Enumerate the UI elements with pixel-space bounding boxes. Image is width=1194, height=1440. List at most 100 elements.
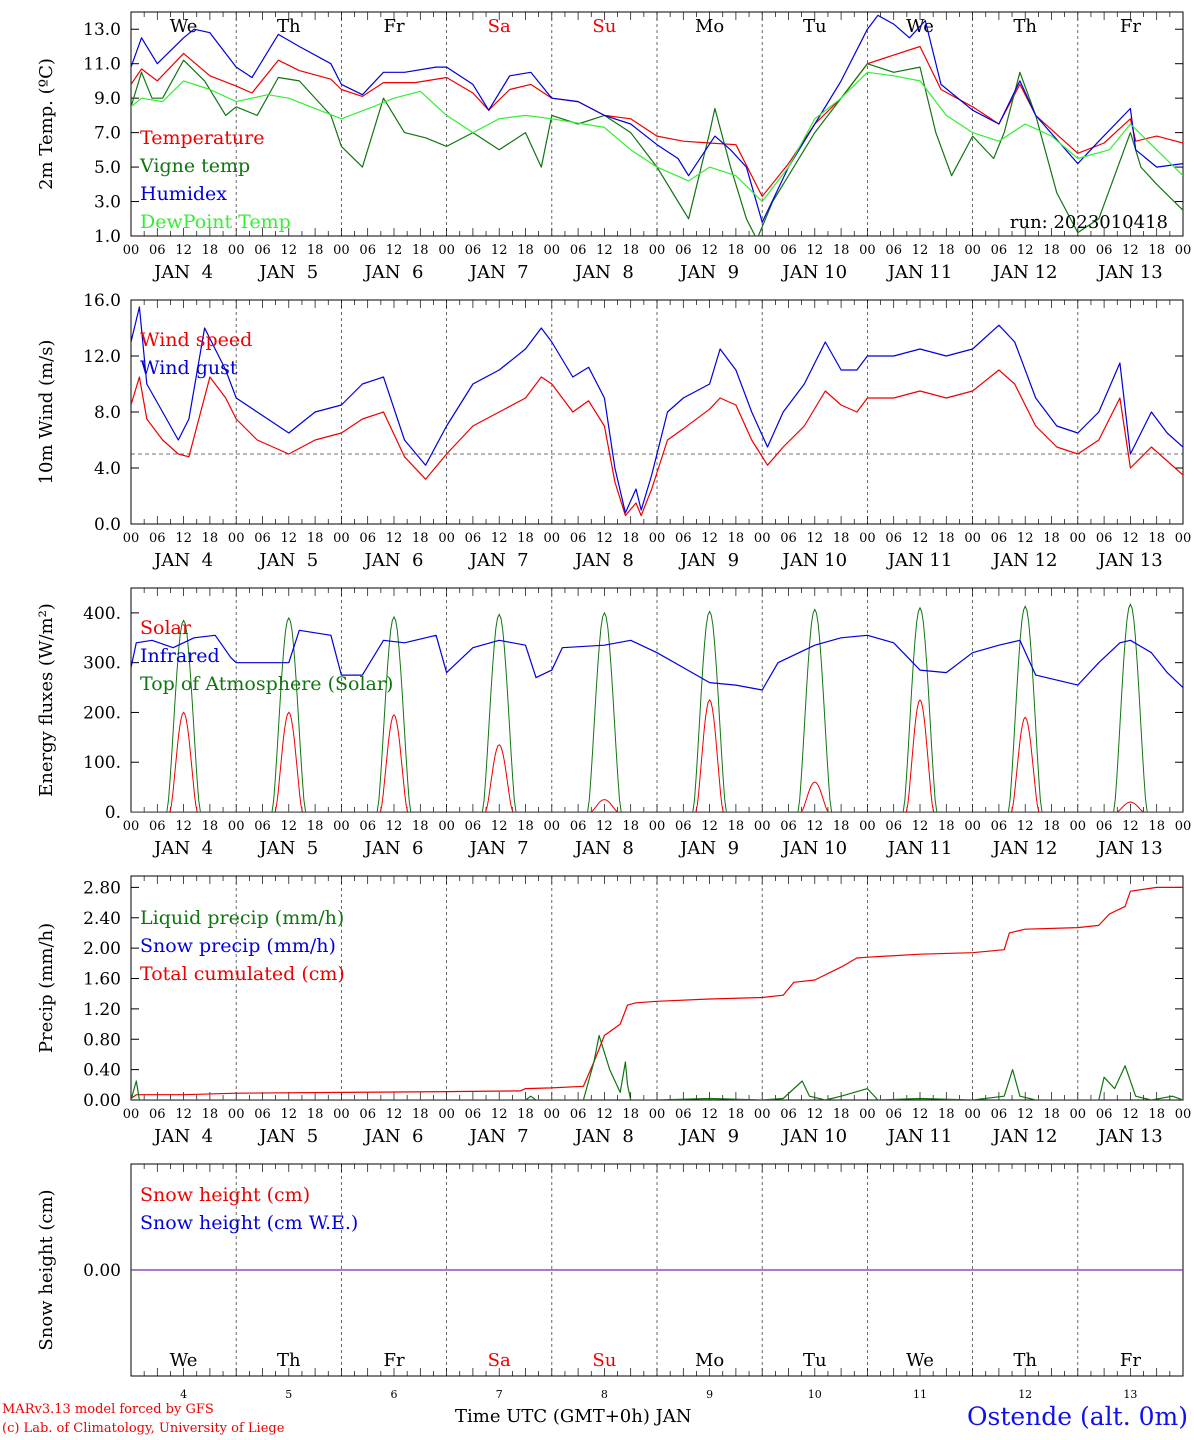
panel-frame	[130, 587, 1184, 813]
hour-label: 00	[123, 1107, 140, 1122]
legend-entry: Snow height (cm W.E.)	[140, 1212, 358, 1234]
hour-label: 12	[596, 531, 613, 546]
legend-entry: Snow precip (mm/h)	[140, 935, 336, 957]
legend-entry: Solar	[140, 617, 192, 639]
hour-label: 18	[307, 819, 324, 834]
legend-entry: Top of Atmosphere (Solar)	[140, 673, 393, 695]
hour-label: 06	[885, 1107, 902, 1122]
day-date-label: JAN 8	[573, 1126, 634, 1147]
hour-label: 00	[964, 531, 981, 546]
series-line-liquid-precip-mm-h-	[131, 1034, 1183, 1100]
hour-label: 18	[728, 1107, 745, 1122]
panel-5: 0.00 Snow height (cm) We Th Fr Sa Su Mo Tu We Th Fr…	[36, 1163, 1184, 1401]
legend-entry: Humidex	[140, 183, 227, 205]
day-date-label: JAN 4	[152, 1126, 213, 1147]
hour-label: 06	[359, 531, 376, 546]
y-tick-label: 300.	[83, 654, 121, 674]
series-line-total-cumulated-cm-	[131, 886, 1183, 1099]
hour-label: 00	[544, 1107, 561, 1122]
hour-label: 06	[570, 819, 587, 834]
hour-label: 18	[1043, 819, 1060, 834]
day-date-label: JAN 12	[991, 838, 1058, 859]
hour-label: 12	[1122, 1107, 1139, 1122]
series-line-wind-gust	[131, 306, 1183, 514]
y-axis-label: Energy fluxes (W/m²)	[36, 603, 57, 797]
day-date-label: JAN 8	[573, 550, 634, 571]
y-tick-label: 2.80	[83, 878, 121, 898]
day-number-label: 8	[601, 1388, 608, 1401]
hour-label: 06	[991, 531, 1008, 546]
day-name-label: Th	[277, 16, 301, 37]
hour-label: 00	[859, 819, 876, 834]
hour-label: 18	[622, 1107, 639, 1122]
hour-label: 12	[807, 1107, 824, 1122]
hour-label: 18	[833, 531, 850, 546]
hour-label: 00	[1070, 1107, 1087, 1122]
day-number-label: 13	[1123, 1388, 1137, 1401]
hour-label: 12	[175, 243, 192, 258]
hour-label: 00	[1175, 243, 1192, 258]
hour-label: 00	[438, 1107, 455, 1122]
hour-label: 18	[938, 819, 955, 834]
hour-label: 06	[675, 1107, 692, 1122]
day-date-label: JAN 7	[468, 550, 529, 571]
hour-label: 06	[991, 819, 1008, 834]
hour-label: 18	[307, 243, 324, 258]
hour-label: 18	[728, 819, 745, 834]
y-tick-label: 1.60	[83, 970, 121, 990]
day-name-label: Mo	[695, 1350, 724, 1371]
day-date-label: JAN 11	[886, 550, 953, 571]
day-date-label: JAN 8	[573, 838, 634, 859]
day-name-label: We	[906, 1350, 934, 1371]
hour-label: 06	[254, 819, 271, 834]
hour-label: 18	[517, 243, 534, 258]
hour-label: 00	[649, 819, 666, 834]
model-credit: MARv3.13 model forced by GFS (c) Lab. of…	[2, 1400, 284, 1438]
day-number-label: 4	[180, 1388, 187, 1401]
hour-label: 12	[596, 819, 613, 834]
y-tick-label: 0.80	[83, 1030, 121, 1050]
hour-label: 00	[964, 1107, 981, 1122]
hour-label: 18	[1148, 243, 1165, 258]
day-name-label: Su	[592, 1350, 616, 1371]
hour-label: 18	[728, 243, 745, 258]
hour-label: 18	[938, 1107, 955, 1122]
y-tick-label: 0.40	[83, 1061, 121, 1081]
run-label: run: 2023010418	[1010, 212, 1168, 233]
hour-label: 12	[281, 531, 298, 546]
y-tick-label: 0.00	[83, 1091, 121, 1111]
hour-label: 00	[1070, 819, 1087, 834]
day-date-label: JAN 13	[1096, 550, 1163, 571]
legend-entry: Liquid precip (mm/h)	[140, 907, 344, 929]
hour-label: 00	[438, 819, 455, 834]
day-date-label: JAN 13	[1096, 262, 1163, 283]
day-date-label: JAN 5	[257, 550, 318, 571]
series-line-dewpoint-temp	[131, 71, 1183, 203]
hour-label: 12	[386, 819, 403, 834]
hour-label: 12	[701, 819, 718, 834]
hour-label: 00	[438, 243, 455, 258]
hour-label: 12	[1017, 243, 1034, 258]
hour-label: 12	[281, 819, 298, 834]
y-axis-label: Snow height (cm)	[36, 1189, 57, 1350]
hour-label: 06	[465, 819, 482, 834]
series-group	[131, 14, 1183, 236]
hour-label: 06	[675, 531, 692, 546]
hour-label: 12	[596, 1107, 613, 1122]
hour-label: 00	[333, 243, 350, 258]
panel-3: 0. 100. 200. 300. 400. Energy fluxes (W/m²) 00…	[36, 587, 1191, 859]
day-date-label: JAN 10	[781, 1126, 848, 1147]
hour-label: 06	[465, 1107, 482, 1122]
day-date-label: JAN 4	[152, 550, 213, 571]
hour-label: 12	[701, 531, 718, 546]
hour-label: 12	[807, 819, 824, 834]
y-tick-label: 16.0	[83, 291, 121, 311]
hour-label: 06	[1096, 531, 1113, 546]
day-date-label: JAN 11	[886, 262, 953, 283]
hour-label: 00	[333, 1107, 350, 1122]
hour-label: 06	[149, 243, 166, 258]
day-number-label: 7	[496, 1388, 503, 1401]
y-axis-label: Precip (mm/h)	[36, 923, 57, 1053]
y-tick-label: 2.40	[83, 909, 121, 929]
hour-label: 06	[254, 243, 271, 258]
